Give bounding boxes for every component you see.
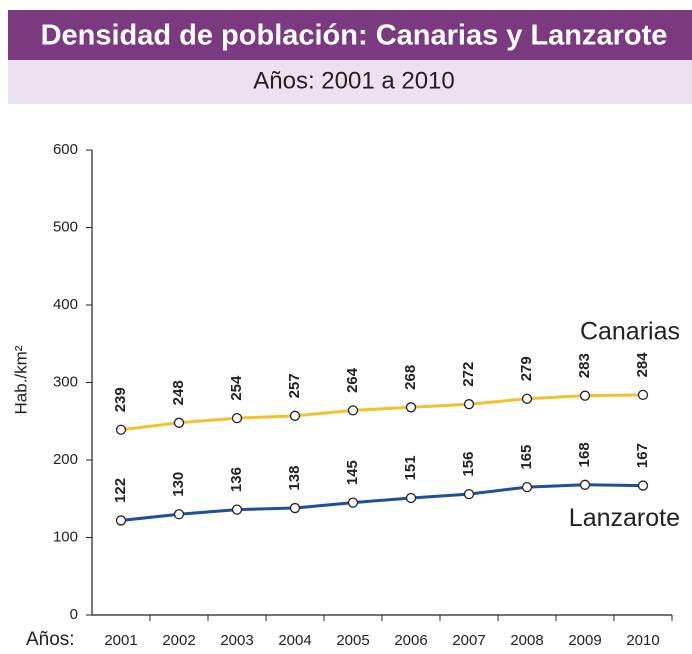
y-axis-label: Hab./km² — [11, 345, 30, 414]
data-point — [115, 515, 127, 526]
title-bar — [8, 10, 692, 60]
data-point — [637, 480, 649, 491]
data-point — [115, 424, 127, 435]
data-label: 130 — [170, 472, 187, 497]
data-point — [405, 402, 417, 413]
data-point — [579, 390, 591, 401]
data-point — [521, 481, 533, 493]
data-point — [231, 504, 243, 515]
data-label: 122 — [112, 478, 129, 503]
data-label: 168 — [576, 442, 593, 467]
data-label: 239 — [112, 387, 129, 412]
x-tick-label: 2005 — [336, 632, 369, 649]
data-label: 156 — [460, 452, 477, 477]
data-point — [173, 417, 185, 428]
data-label: 279 — [518, 356, 535, 381]
subtitle-bar — [8, 60, 692, 104]
x-tick-label: 2006 — [394, 632, 427, 649]
chart-title: Densidad de población: Canarias y Lanzar… — [41, 20, 668, 52]
data-point — [347, 497, 359, 508]
y-tick-label: 500 — [53, 218, 78, 235]
data-label: 254 — [228, 375, 245, 401]
data-point — [289, 410, 301, 421]
series-line — [120, 393, 644, 432]
y-tick-label: 300 — [53, 373, 78, 390]
data-point — [289, 502, 301, 514]
data-point — [347, 405, 359, 416]
data-label: 284 — [634, 352, 651, 378]
y-tick-label: 0 — [70, 606, 78, 623]
chart-subtitle: Años: 2001 a 2010 — [253, 67, 455, 94]
x-tick-label: 2008 — [510, 632, 543, 649]
data-label: 136 — [228, 467, 245, 492]
y-tick-label: 400 — [53, 296, 78, 313]
data-label: 272 — [460, 362, 477, 387]
data-label: 145 — [344, 460, 361, 485]
data-point — [463, 399, 475, 410]
data-point — [173, 509, 185, 520]
data-label: 257 — [286, 373, 303, 398]
x-tick-label: 2009 — [568, 632, 601, 649]
series-label: Canarias — [580, 318, 680, 346]
data-label: 264 — [344, 367, 361, 393]
data-label: 268 — [402, 365, 419, 390]
x-tick-label: 2003 — [220, 632, 253, 649]
data-point — [521, 393, 533, 404]
data-label: 151 — [402, 455, 419, 480]
y-tick-label: 200 — [53, 451, 78, 468]
series-label: Lanzarote — [569, 504, 680, 532]
data-label: 138 — [286, 466, 303, 491]
data-label: 167 — [634, 443, 651, 468]
x-axis-label: Años: — [26, 629, 75, 650]
x-tick-label: 2007 — [452, 632, 485, 649]
series-line — [120, 483, 644, 522]
data-point — [405, 492, 417, 504]
x-tick-label: 2002 — [162, 632, 195, 649]
data-point — [637, 389, 649, 401]
data-point — [579, 479, 591, 490]
data-label: 248 — [170, 380, 187, 405]
x-tick-label: 2010 — [626, 632, 659, 649]
y-tick-label: 100 — [53, 528, 78, 545]
data-point — [463, 488, 475, 500]
x-tick-label: 2004 — [278, 632, 311, 649]
data-label: 165 — [518, 445, 535, 470]
y-tick-label: 600 — [53, 141, 78, 158]
data-label: 283 — [576, 353, 593, 378]
x-tick-label: 2001 — [104, 632, 137, 649]
data-point — [231, 412, 243, 424]
